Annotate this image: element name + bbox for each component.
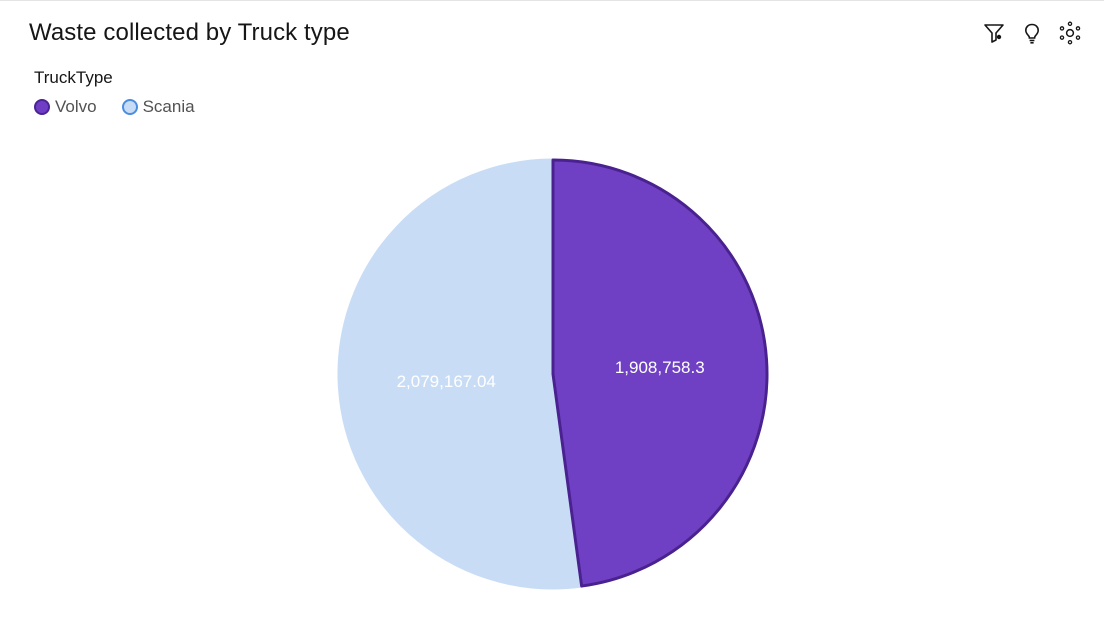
legend-swatch-scania <box>121 99 138 115</box>
settings-button[interactable] <box>1058 21 1082 45</box>
settings-dots-icon <box>1059 21 1081 45</box>
slice-label-scania: 2,079,167.04 <box>397 372 496 391</box>
filter-icon <box>984 24 1004 43</box>
insights-button[interactable] <box>1020 21 1044 45</box>
legend-item-volvo[interactable]: Volvo <box>34 97 97 117</box>
legend-item-scania[interactable]: Scania <box>121 97 195 117</box>
pie-slice-volvo[interactable] <box>551 158 769 588</box>
chart-toolbar <box>982 21 1082 45</box>
legend: Volvo Scania <box>34 97 195 117</box>
filter-button[interactable] <box>982 21 1006 45</box>
legend-label-volvo: Volvo <box>55 97 97 116</box>
lightbulb-icon <box>1024 23 1040 44</box>
legend-swatch-volvo <box>34 99 50 115</box>
chart-title: Waste collected by Truck type <box>29 19 350 46</box>
legend-title: TruckType <box>34 68 113 87</box>
pie-slice-scania[interactable] <box>337 158 584 590</box>
legend-label-scania: Scania <box>142 97 195 116</box>
slice-label-volvo: 1,908,758.3 <box>615 358 705 377</box>
